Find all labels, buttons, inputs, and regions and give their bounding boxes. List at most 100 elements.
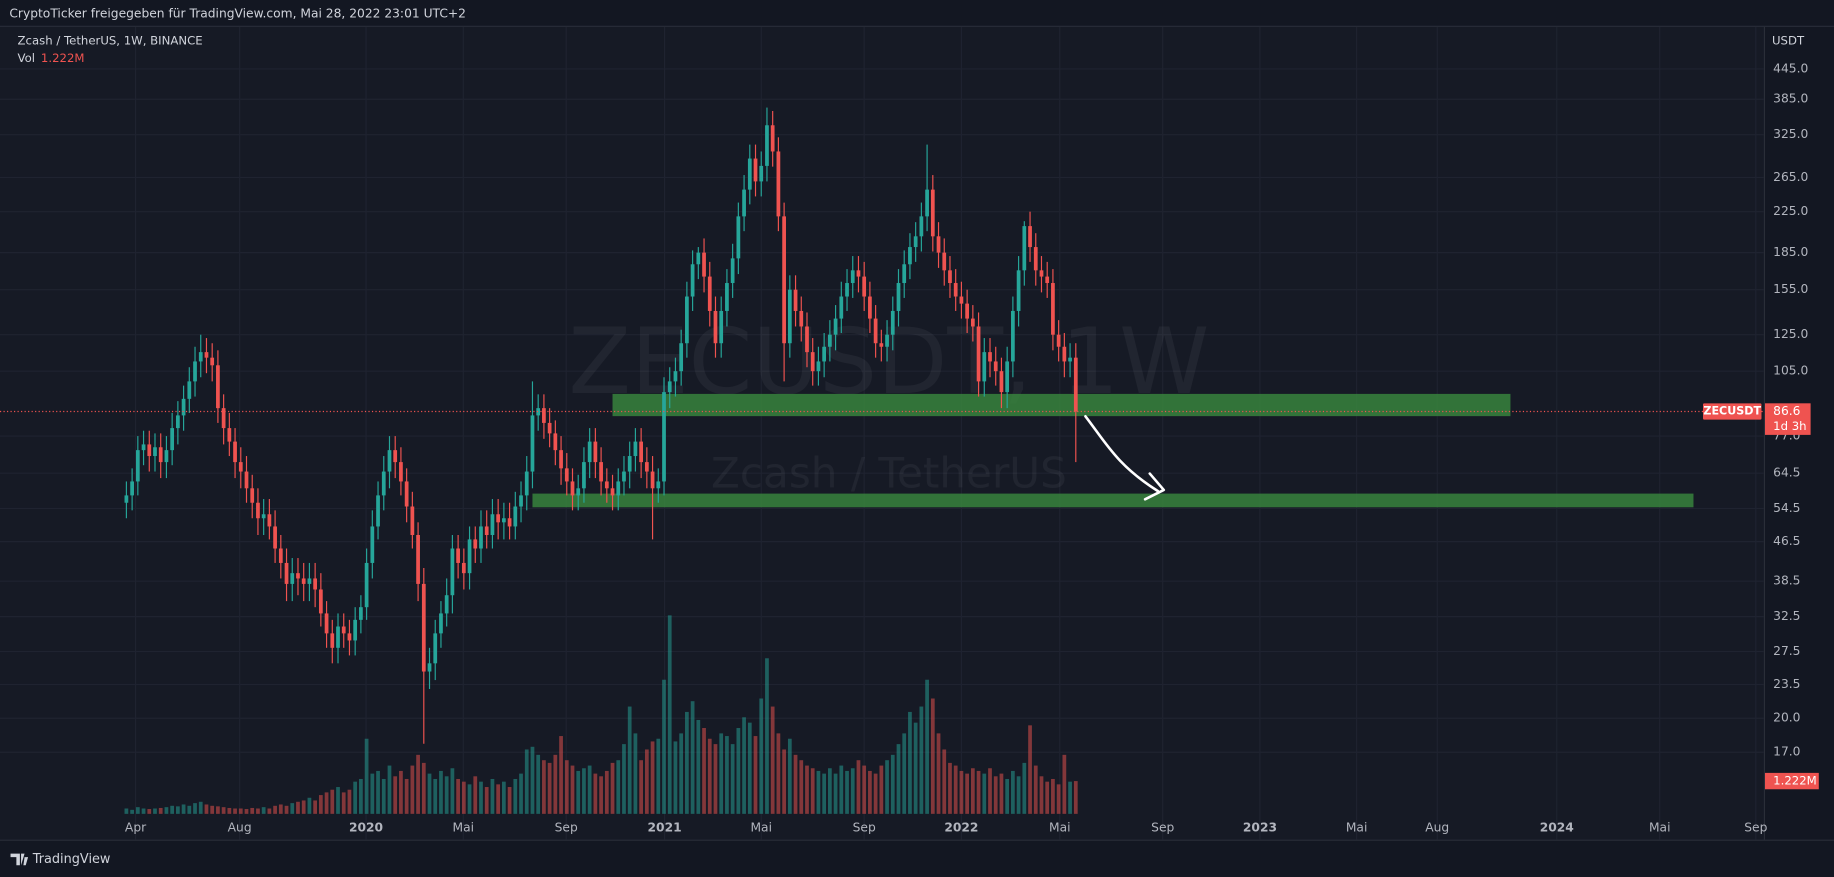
candle-body <box>1068 357 1072 362</box>
volume-bar <box>982 773 987 814</box>
volume-bar <box>1062 754 1067 814</box>
candle-body <box>765 125 769 166</box>
candle-body <box>336 626 340 648</box>
volume-bar <box>988 768 992 814</box>
volume-bar <box>553 754 558 814</box>
y-tick-label: 225.0 <box>1773 204 1808 218</box>
candle-body <box>725 283 729 311</box>
candle-body <box>519 495 523 507</box>
price-axis-unit: USDT <box>1772 33 1805 47</box>
volume-bar <box>461 781 466 814</box>
volume-bar <box>822 773 827 814</box>
volume-bar <box>284 805 289 814</box>
volume-bar <box>433 778 438 814</box>
x-tick-label: Mai <box>1649 820 1671 834</box>
candle-body <box>244 471 249 489</box>
volume-bar <box>530 746 535 814</box>
candle-body <box>153 447 157 457</box>
volume-bar <box>879 765 884 814</box>
volume-bar <box>124 808 129 814</box>
candle-body <box>593 441 598 463</box>
candle-body <box>656 481 661 489</box>
candle-body <box>318 589 323 614</box>
volume-bar <box>158 807 163 814</box>
candle-body <box>982 352 987 382</box>
volume-bar <box>216 806 220 814</box>
volume-bar <box>318 795 323 814</box>
candle-body <box>393 450 398 463</box>
candle-body <box>307 578 312 584</box>
y-tick-label: 46.5 <box>1773 534 1800 548</box>
candle-body <box>256 502 260 519</box>
volume-bar <box>833 773 838 814</box>
volume-bar <box>496 784 501 814</box>
volume-bar <box>868 770 872 814</box>
candle-body <box>553 433 558 451</box>
candle-body <box>908 247 912 265</box>
candle-body <box>896 283 901 311</box>
volume-bar <box>393 776 398 814</box>
volume-bar <box>439 770 443 814</box>
volume-bar <box>473 776 478 814</box>
volume-bar <box>1033 765 1038 814</box>
volume-bar <box>713 744 718 814</box>
candle-body <box>793 289 798 311</box>
candle-body <box>507 518 512 527</box>
candle-body <box>547 422 552 434</box>
candle-body <box>198 352 203 362</box>
candle-body <box>399 462 403 482</box>
candle-body <box>622 471 626 482</box>
candle-body <box>564 468 569 482</box>
volume-bar <box>930 698 935 814</box>
candle-body <box>868 296 872 319</box>
candle-body <box>1045 276 1050 284</box>
volume-bar <box>742 717 746 814</box>
candle-body <box>999 371 1004 393</box>
candle-body <box>175 415 180 429</box>
candle-body <box>404 481 409 507</box>
volume-bar <box>1022 762 1027 814</box>
volume-bar <box>364 738 369 814</box>
volume-bar <box>1056 784 1061 814</box>
candle-body <box>353 619 358 641</box>
candle-body <box>988 352 992 362</box>
candle-body <box>296 573 300 579</box>
volume-bar <box>667 615 672 814</box>
volume-bar <box>810 768 815 814</box>
candle-body <box>953 283 958 297</box>
volume-bar <box>559 736 563 814</box>
volume-bar <box>650 741 655 814</box>
candle-body <box>667 381 672 393</box>
volume-bar <box>210 805 215 814</box>
candle-body <box>776 151 781 217</box>
x-tick-label: Sep <box>1151 820 1174 834</box>
y-tick-label: 23.5 <box>1773 677 1800 691</box>
x-tick-label: 2023 <box>1243 820 1277 834</box>
candle-body <box>833 318 838 335</box>
y-tick-label: 125.0 <box>1773 327 1808 341</box>
volume-bar <box>404 778 409 814</box>
candle-body <box>130 481 134 496</box>
volume-bar <box>936 733 941 814</box>
candle-body <box>930 189 935 237</box>
volume-bar <box>582 768 586 814</box>
candle-body <box>616 481 621 496</box>
volume-bar <box>965 773 969 814</box>
volume-bar <box>564 760 569 814</box>
candle-body <box>673 371 678 382</box>
volume-bar <box>130 809 134 814</box>
volume-bar <box>427 773 432 814</box>
volume-bar <box>685 711 689 814</box>
candle-body <box>461 562 466 574</box>
candles <box>0 107 1764 744</box>
candle-body <box>484 526 489 536</box>
candle-body <box>1062 346 1067 362</box>
y-tick-label: 105.0 <box>1773 364 1808 378</box>
x-tick-label: Mai <box>750 820 772 834</box>
volume-bar <box>193 803 197 814</box>
volume-bar <box>942 749 947 814</box>
candle-body <box>267 514 272 527</box>
volume-bar <box>970 768 975 814</box>
legend-title: Zcash / TetherUS, 1W, BINANCE <box>18 33 203 47</box>
